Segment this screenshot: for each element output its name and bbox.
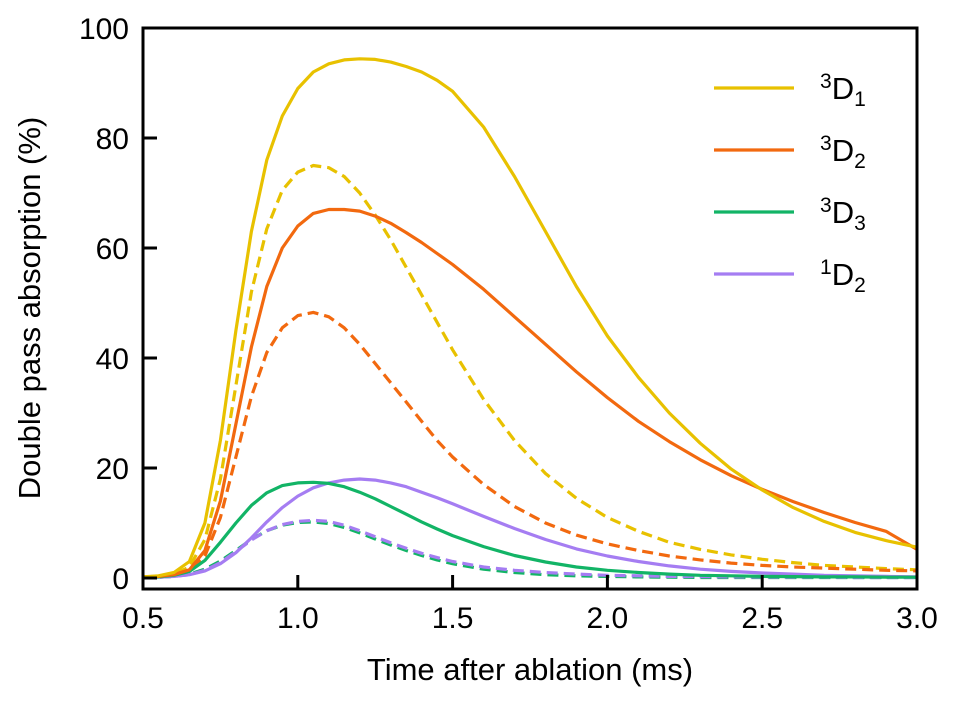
y-tick-label: 80 [96, 123, 129, 156]
series-line-3d1 [142, 57, 918, 579]
series-line-3d2-dashed [142, 310, 918, 579]
legend-label: 3D1 [820, 70, 866, 111]
x-tick-label: 2.5 [741, 602, 783, 635]
y-tick-label: 40 [96, 343, 129, 376]
series-line-3d3 [142, 480, 917, 580]
legend-label: 1D2 [820, 256, 866, 297]
legend-label: 3D3 [820, 194, 866, 235]
series-line-1d2 [142, 477, 918, 580]
x-tick-label: 0.5 [122, 602, 164, 635]
x-tick-label: 1.0 [277, 602, 319, 635]
y-axis-title: Double pass absorption (%) [12, 117, 47, 500]
x-tick-label: 1.5 [432, 602, 474, 635]
y-tick-label: 20 [96, 453, 129, 486]
legend-label: 3D2 [820, 132, 866, 173]
series-layer [142, 57, 918, 580]
legend: 3D1 3D2 3D3 1D2 [714, 70, 866, 297]
y-tick-label: 60 [96, 233, 129, 266]
x-tick-label: 2.0 [587, 602, 629, 635]
plot-frame [141, 26, 919, 591]
x-axis-title: Time after ablation (ms) [367, 652, 693, 687]
y-tick-label: 100 [79, 13, 129, 46]
series-line-3d2 [142, 207, 918, 579]
y-tick-label: 0 [112, 563, 129, 596]
ticks-layer: 0.5 1.0 1.5 2.0 2.5 3.0 0 20 40 60 80 100 [79, 13, 938, 635]
x-tick-label: 3.0 [896, 602, 938, 635]
series-line-3d1-dashed [142, 163, 918, 579]
